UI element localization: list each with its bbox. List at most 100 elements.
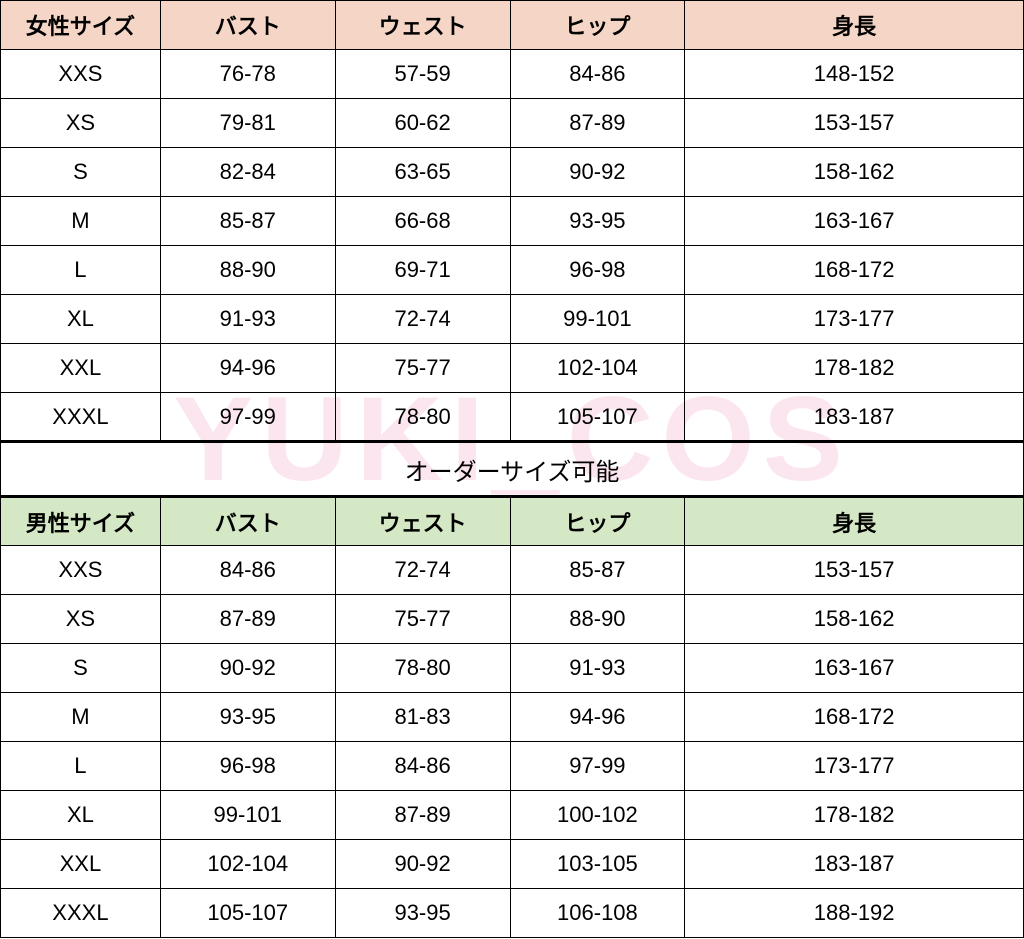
- cell-hip: 100-102: [510, 791, 685, 840]
- table-row: S82-8463-6590-92158-162: [1, 148, 1024, 197]
- table-row: L96-9884-8697-99173-177: [1, 742, 1024, 791]
- size-chart-table: 女性サイズバストウェストヒップ身長XXS76-7857-5984-86148-1…: [0, 0, 1024, 938]
- female-header-height: 身長: [685, 1, 1024, 50]
- cell-hip: 102-104: [510, 344, 685, 393]
- male-header-bust: バスト: [160, 497, 335, 546]
- cell-height: 178-182: [685, 344, 1024, 393]
- cell-height: 148-152: [685, 50, 1024, 99]
- cell-height: 153-157: [685, 99, 1024, 148]
- cell-size: L: [1, 742, 161, 791]
- cell-waist: 78-80: [335, 393, 510, 442]
- cell-size: XL: [1, 295, 161, 344]
- table-row: XXS76-7857-5984-86148-152: [1, 50, 1024, 99]
- cell-height: 173-177: [685, 742, 1024, 791]
- cell-bust: 82-84: [160, 148, 335, 197]
- male-header-row: 男性サイズバストウェストヒップ身長: [1, 497, 1024, 546]
- cell-waist: 78-80: [335, 644, 510, 693]
- cell-waist: 90-92: [335, 840, 510, 889]
- cell-hip: 91-93: [510, 644, 685, 693]
- cell-bust: 102-104: [160, 840, 335, 889]
- cell-hip: 84-86: [510, 50, 685, 99]
- cell-height: 173-177: [685, 295, 1024, 344]
- cell-bust: 87-89: [160, 595, 335, 644]
- cell-bust: 85-87: [160, 197, 335, 246]
- cell-height: 153-157: [685, 546, 1024, 595]
- table-row: XS87-8975-7788-90158-162: [1, 595, 1024, 644]
- cell-waist: 69-71: [335, 246, 510, 295]
- cell-height: 168-172: [685, 246, 1024, 295]
- cell-hip: 106-108: [510, 889, 685, 938]
- table-row: XXS84-8672-7485-87153-157: [1, 546, 1024, 595]
- cell-height: 188-192: [685, 889, 1024, 938]
- cell-hip: 97-99: [510, 742, 685, 791]
- cell-waist: 63-65: [335, 148, 510, 197]
- cell-height: 163-167: [685, 644, 1024, 693]
- cell-waist: 72-74: [335, 546, 510, 595]
- table-row: XXXL97-9978-80105-107183-187: [1, 393, 1024, 442]
- table-row: L88-9069-7196-98168-172: [1, 246, 1024, 295]
- female-header-hip: ヒップ: [510, 1, 685, 50]
- cell-hip: 103-105: [510, 840, 685, 889]
- cell-size: L: [1, 246, 161, 295]
- cell-waist: 81-83: [335, 693, 510, 742]
- female-header-waist: ウェスト: [335, 1, 510, 50]
- separator-cell: オーダーサイズ可能: [1, 442, 1024, 497]
- table-row: XS79-8160-6287-89153-157: [1, 99, 1024, 148]
- cell-hip: 105-107: [510, 393, 685, 442]
- male-header-size: 男性サイズ: [1, 497, 161, 546]
- cell-waist: 87-89: [335, 791, 510, 840]
- table-row: M85-8766-6893-95163-167: [1, 197, 1024, 246]
- table-row: XXL102-10490-92103-105183-187: [1, 840, 1024, 889]
- cell-bust: 91-93: [160, 295, 335, 344]
- cell-size: XS: [1, 595, 161, 644]
- cell-size: XXL: [1, 344, 161, 393]
- cell-height: 183-187: [685, 840, 1024, 889]
- cell-size: XXL: [1, 840, 161, 889]
- cell-waist: 93-95: [335, 889, 510, 938]
- cell-bust: 79-81: [160, 99, 335, 148]
- female-header-size: 女性サイズ: [1, 1, 161, 50]
- cell-height: 183-187: [685, 393, 1024, 442]
- cell-hip: 85-87: [510, 546, 685, 595]
- male-header-waist: ウェスト: [335, 497, 510, 546]
- cell-waist: 57-59: [335, 50, 510, 99]
- cell-waist: 84-86: [335, 742, 510, 791]
- table-row: S90-9278-8091-93163-167: [1, 644, 1024, 693]
- cell-bust: 99-101: [160, 791, 335, 840]
- cell-size: XXXL: [1, 889, 161, 938]
- cell-hip: 94-96: [510, 693, 685, 742]
- separator-row: オーダーサイズ可能: [1, 442, 1024, 497]
- cell-hip: 90-92: [510, 148, 685, 197]
- cell-height: 158-162: [685, 148, 1024, 197]
- cell-height: 163-167: [685, 197, 1024, 246]
- table-row: XL99-10187-89100-102178-182: [1, 791, 1024, 840]
- male-header-hip: ヒップ: [510, 497, 685, 546]
- cell-waist: 66-68: [335, 197, 510, 246]
- cell-height: 178-182: [685, 791, 1024, 840]
- cell-size: M: [1, 197, 161, 246]
- cell-size: S: [1, 644, 161, 693]
- cell-bust: 93-95: [160, 693, 335, 742]
- cell-size: XXS: [1, 546, 161, 595]
- cell-bust: 97-99: [160, 393, 335, 442]
- cell-waist: 75-77: [335, 344, 510, 393]
- cell-size: XXS: [1, 50, 161, 99]
- cell-bust: 84-86: [160, 546, 335, 595]
- table-row: XXL94-9675-77102-104178-182: [1, 344, 1024, 393]
- cell-size: XS: [1, 99, 161, 148]
- cell-size: M: [1, 693, 161, 742]
- cell-size: XL: [1, 791, 161, 840]
- cell-height: 158-162: [685, 595, 1024, 644]
- cell-bust: 76-78: [160, 50, 335, 99]
- table-row: XL91-9372-7499-101173-177: [1, 295, 1024, 344]
- female-header-bust: バスト: [160, 1, 335, 50]
- cell-waist: 60-62: [335, 99, 510, 148]
- cell-hip: 87-89: [510, 99, 685, 148]
- cell-bust: 88-90: [160, 246, 335, 295]
- cell-hip: 96-98: [510, 246, 685, 295]
- cell-bust: 94-96: [160, 344, 335, 393]
- cell-waist: 72-74: [335, 295, 510, 344]
- cell-height: 168-172: [685, 693, 1024, 742]
- cell-hip: 99-101: [510, 295, 685, 344]
- cell-waist: 75-77: [335, 595, 510, 644]
